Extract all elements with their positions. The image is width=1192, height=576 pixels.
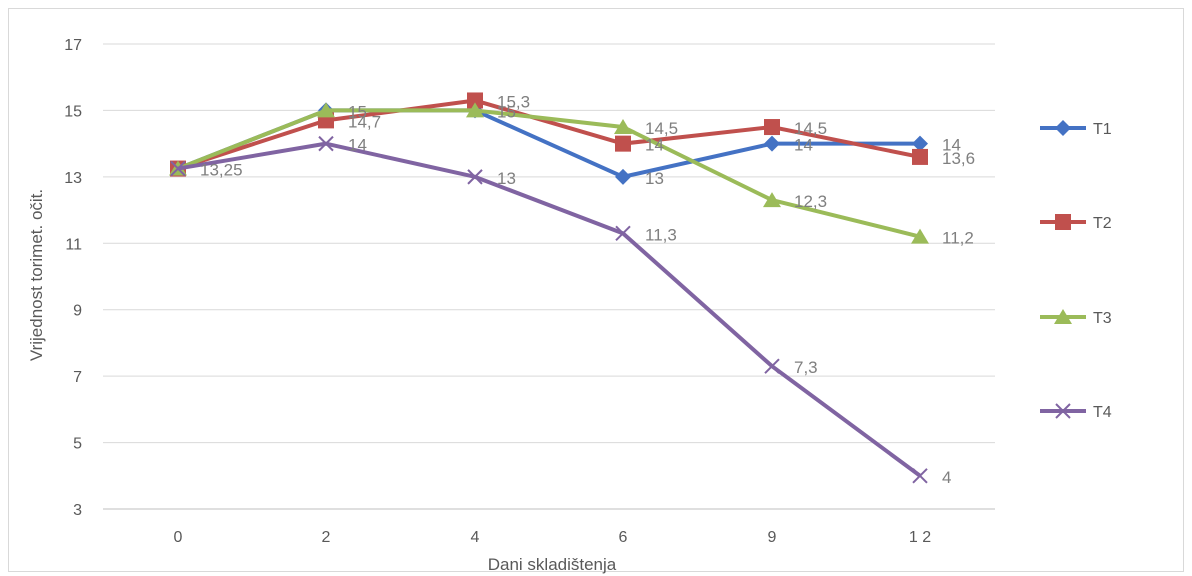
data-point-marker <box>912 148 928 165</box>
data-label: 14 <box>794 136 813 155</box>
legend-label: T1 <box>1093 121 1112 138</box>
y-tick-label: 3 <box>73 502 82 519</box>
gridlines <box>103 43 995 510</box>
data-label: 4 <box>942 468 951 487</box>
data-point-marker <box>317 102 335 118</box>
data-label: 14 <box>645 136 664 155</box>
data-point-marker <box>170 160 186 177</box>
data-label: 14 <box>348 136 367 155</box>
y-tick-label: 11 <box>65 236 82 253</box>
legend-label: T4 <box>1093 404 1112 421</box>
data-point-marker <box>912 135 928 152</box>
legend-item-t4: T4 <box>1040 403 1112 421</box>
data-label: 11,3 <box>645 225 677 244</box>
series-t1 <box>170 102 928 185</box>
data-label: 14,5 <box>794 119 827 138</box>
series-lines <box>169 92 929 484</box>
series-t4 <box>170 135 928 484</box>
data-point-marker <box>615 225 631 242</box>
y-tick-label: 17 <box>64 37 82 54</box>
data-point-marker <box>764 358 780 374</box>
data-point-marker <box>614 119 632 135</box>
y-axis-title: Vrijednost torimet. očit. <box>27 189 46 361</box>
series-line <box>177 141 922 478</box>
data-point-marker <box>912 468 928 484</box>
data-label: 15,3 <box>497 92 530 111</box>
y-tick-label: 15 <box>64 103 82 120</box>
y-tick-label: 7 <box>73 369 82 386</box>
x-tick-label: 2 <box>322 529 331 546</box>
data-point-marker <box>467 169 483 185</box>
data-label: 14,7 <box>348 112 381 131</box>
data-point-marker <box>764 135 780 152</box>
legend-marker <box>1055 120 1071 136</box>
data-label: 12,3 <box>794 192 827 211</box>
legend-marker <box>1055 403 1071 419</box>
legend-label: T2 <box>1093 215 1112 232</box>
legend-item-t2: T2 <box>1040 214 1112 232</box>
legend-item-t3: T3 <box>1040 309 1112 327</box>
data-label: 13,6 <box>942 149 975 168</box>
x-tick-label: 0 <box>174 529 183 546</box>
x-tick-label: 4 <box>471 529 480 546</box>
x-axis-ticks: 0 2 4 6 9 1 2 <box>174 529 932 546</box>
data-point-marker <box>467 92 483 109</box>
data-label: 13 <box>497 169 516 188</box>
y-tick-label: 13 <box>64 170 82 187</box>
data-label: 14,5 <box>645 119 678 138</box>
x-axis-title: Dani skladištenja <box>488 555 617 574</box>
series-line <box>177 98 921 171</box>
legend-label: T3 <box>1093 310 1112 327</box>
y-tick-label: 5 <box>73 436 82 453</box>
legend-marker <box>1054 309 1072 324</box>
data-label: 15 <box>497 102 516 121</box>
data-point-marker <box>764 119 780 136</box>
x-tick-label: 6 <box>619 529 628 546</box>
x-tick-label: 1 2 <box>909 529 931 546</box>
data-point-marker <box>615 135 631 152</box>
data-label: 13,25 <box>200 161 243 180</box>
legend: T1 T2 T3 T4 <box>1040 120 1112 421</box>
chart-frame <box>8 8 1184 572</box>
legend-marker <box>1055 214 1071 230</box>
data-label: 15 <box>348 102 367 121</box>
data-point-marker <box>763 192 781 208</box>
data-point-marker <box>615 168 631 185</box>
series-line <box>177 108 921 239</box>
y-tick-label: 9 <box>73 303 82 320</box>
data-point-marker <box>318 135 334 152</box>
data-label: 7,3 <box>794 358 818 377</box>
x-tick-label: 9 <box>768 529 777 546</box>
data-point-marker <box>466 102 484 118</box>
y-axis-ticks: 3 5 7 9 11 13 15 17 <box>64 37 82 519</box>
legend-item-t1: T1 <box>1040 120 1112 138</box>
data-label: 13 <box>645 169 664 188</box>
data-label: 14 <box>942 136 961 155</box>
data-point-marker <box>911 228 929 244</box>
data-label: 11,2 <box>942 229 974 248</box>
